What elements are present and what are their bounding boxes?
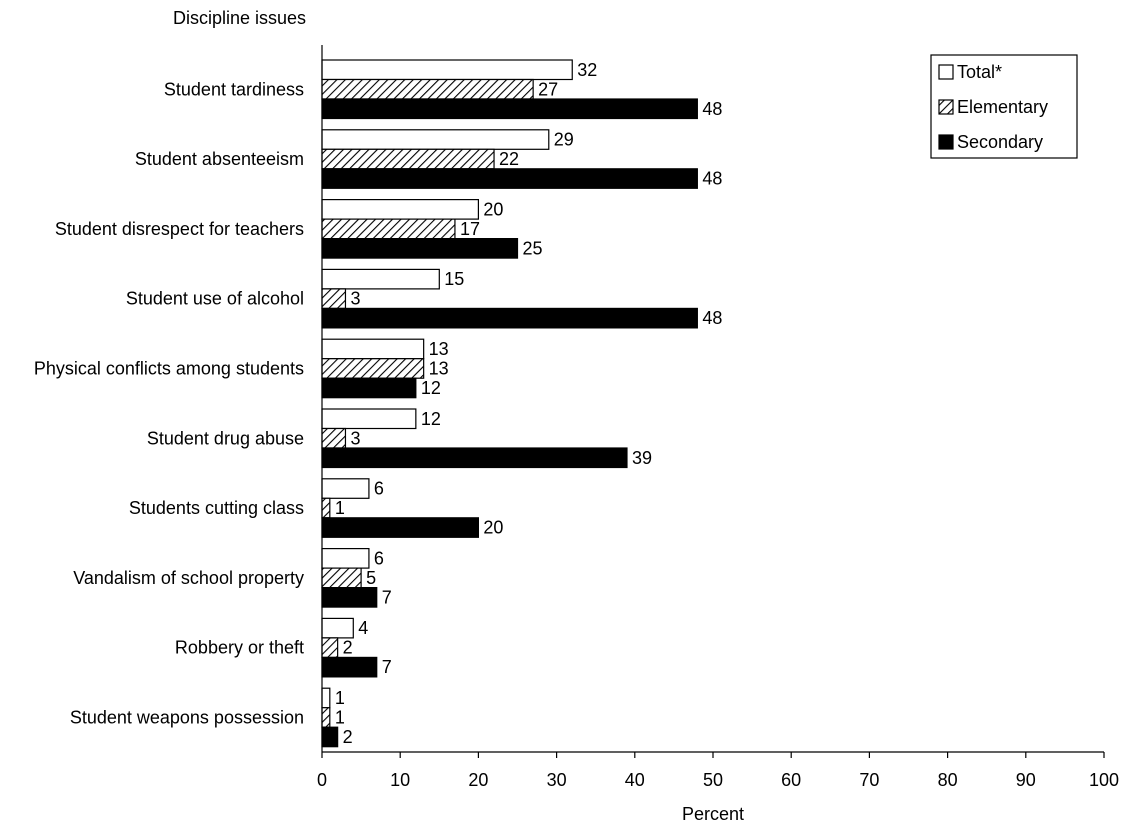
- x-axis-ticks: 0 10 20 30 40 50 60 70 80 90 100: [317, 752, 1119, 790]
- bar-white: [321, 129, 550, 150]
- legend-label-elementary: Elementary: [957, 97, 1048, 117]
- value-label: 48: [702, 308, 722, 328]
- value-label: 15: [444, 269, 464, 289]
- value-label: 6: [374, 548, 384, 568]
- x-tick-label: 90: [1016, 770, 1036, 790]
- bar-hatched: [321, 78, 534, 100]
- bar-black: [321, 447, 628, 469]
- category-labels: Student tardiness Student absenteeism Stud…: [34, 79, 304, 727]
- bar-white: [321, 687, 331, 709]
- bar-hatched: [321, 567, 362, 589]
- legend-swatch-secondary: [938, 134, 954, 150]
- bar-hatched: [321, 218, 456, 240]
- bar-white: [321, 268, 440, 290]
- category-label: Physical conflicts among students: [34, 358, 304, 378]
- x-tick-label: 60: [781, 770, 801, 790]
- x-tick-label: 100: [1089, 770, 1119, 790]
- bar-hatched: [321, 637, 339, 659]
- x-axis-title: Percent: [682, 804, 744, 824]
- bar-black: [321, 238, 519, 259]
- bar-black: [321, 517, 479, 538]
- value-label: 7: [382, 587, 392, 607]
- category-label: Robbery or theft: [175, 638, 304, 658]
- bar-hatched: [321, 707, 331, 728]
- bar-white: [321, 338, 425, 360]
- value-label: 32: [577, 60, 597, 80]
- bar-black: [321, 168, 698, 189]
- legend-swatch-elementary: [938, 99, 954, 115]
- category-label: Student absenteeism: [135, 149, 304, 169]
- category-label: Student use of alcohol: [126, 289, 304, 309]
- category-label: Student disrespect for teachers: [55, 219, 304, 239]
- value-label: 39: [632, 448, 652, 468]
- bar-hatched: [321, 148, 495, 170]
- value-label: 48: [702, 169, 722, 189]
- bar-white: [321, 478, 370, 499]
- bar-white: [321, 547, 370, 569]
- bar-black: [321, 726, 339, 748]
- value-label: 13: [429, 358, 449, 378]
- bar-black: [321, 377, 417, 399]
- x-tick-label: 20: [468, 770, 488, 790]
- value-label: 1: [335, 707, 345, 727]
- category-label: Student weapons possession: [70, 707, 304, 727]
- legend-label-total: Total*: [957, 62, 1002, 82]
- value-label: 7: [382, 657, 392, 677]
- value-label: 29: [554, 130, 574, 150]
- bar-white: [321, 617, 354, 639]
- value-label: 1: [335, 498, 345, 518]
- category-label: Vandalism of school property: [73, 568, 304, 588]
- value-label: 20: [483, 518, 503, 538]
- category-label: Student tardiness: [164, 79, 304, 99]
- value-label: 27: [538, 79, 558, 99]
- bar-black: [321, 656, 378, 678]
- legend-swatch-total: [938, 64, 954, 80]
- value-label: 17: [460, 219, 480, 239]
- legend-box: [930, 54, 1078, 159]
- bar-white: [321, 199, 479, 220]
- x-tick-label: 10: [390, 770, 410, 790]
- value-label: 3: [350, 289, 360, 309]
- value-label: 20: [483, 199, 503, 219]
- bar-hatched: [321, 497, 331, 519]
- y-axis-title: Discipline issues: [173, 8, 306, 28]
- value-label: 22: [499, 149, 519, 169]
- x-tick-label: 80: [938, 770, 958, 790]
- value-label: 3: [350, 428, 360, 448]
- legend-label-secondary: Secondary: [957, 132, 1043, 152]
- value-label: 6: [374, 479, 384, 499]
- x-tick-label: 0: [317, 770, 327, 790]
- value-label: 4: [358, 618, 368, 638]
- x-tick-label: 50: [703, 770, 723, 790]
- x-tick-label: 30: [547, 770, 567, 790]
- x-tick-label: 40: [625, 770, 645, 790]
- bar-white: [321, 408, 417, 430]
- bar-hatched: [321, 288, 347, 309]
- value-label: 2: [343, 727, 353, 747]
- value-label: 13: [429, 339, 449, 359]
- bar-hatched: [321, 427, 347, 449]
- bar-black: [321, 307, 698, 329]
- value-label: 25: [523, 238, 543, 258]
- value-label: 12: [421, 378, 441, 398]
- bar-white: [321, 59, 573, 81]
- legend: Total* Elementary Secondary: [930, 54, 1078, 159]
- value-label: 1: [335, 688, 345, 708]
- value-label: 5: [366, 568, 376, 588]
- x-tick-label: 70: [859, 770, 879, 790]
- value-label: 2: [343, 638, 353, 658]
- bar-black: [321, 586, 378, 608]
- category-label: Students cutting class: [129, 498, 304, 518]
- value-label: 12: [421, 409, 441, 429]
- bar-hatched: [321, 358, 425, 379]
- value-label: 48: [702, 99, 722, 119]
- category-label: Student drug abuse: [147, 428, 304, 448]
- bar-black: [321, 98, 698, 120]
- value-labels: 3227482922482017251534813131212339612065…: [335, 60, 723, 747]
